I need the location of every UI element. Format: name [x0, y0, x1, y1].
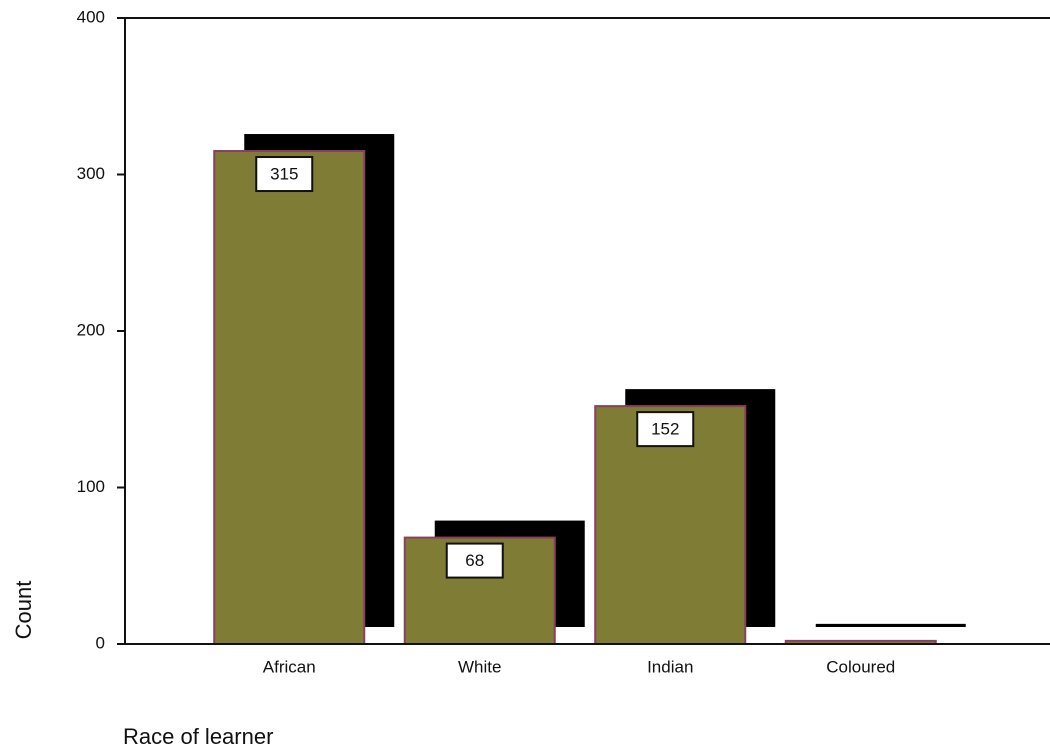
data-label-box	[636, 411, 695, 448]
data-label: 152	[651, 420, 679, 439]
y-tick-label: 400	[77, 7, 105, 26]
data-label-box	[255, 156, 314, 193]
data-label: 68	[465, 551, 484, 570]
x-tick-label: Indian	[647, 657, 693, 676]
data-label: 315	[270, 165, 298, 184]
y-tick-label: 0	[96, 633, 105, 652]
x-tick-label: White	[458, 657, 501, 676]
x-tick-label: Coloured	[826, 657, 895, 676]
data-label-box	[445, 542, 504, 579]
y-tick-label: 200	[77, 320, 105, 339]
x-axis-title: Race of learner	[123, 724, 273, 749]
bar-shadow	[815, 623, 966, 627]
y-tick-label: 300	[77, 164, 105, 183]
y-axis-title: Count	[11, 581, 36, 640]
x-tick-label: African	[263, 657, 316, 676]
y-tick-label: 100	[77, 477, 105, 496]
bar	[213, 150, 366, 645]
